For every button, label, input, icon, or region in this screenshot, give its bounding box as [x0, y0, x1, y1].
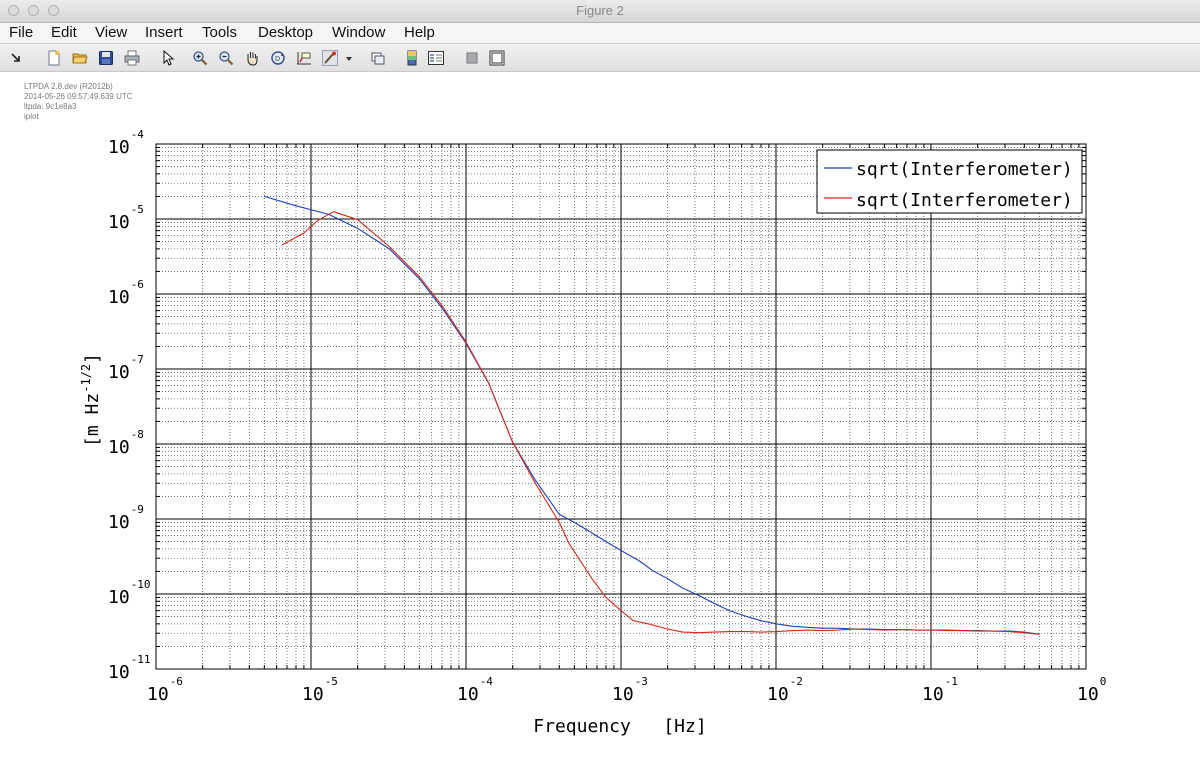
figure-toolbar: D	[0, 44, 1200, 72]
save-icon[interactable]	[98, 50, 114, 66]
series-line-2	[281, 211, 1040, 635]
show-plot-tools-icon[interactable]	[489, 50, 505, 66]
annotation-hash: ltpda: 9c1e8a3	[24, 102, 77, 111]
series-layer	[264, 195, 1040, 635]
data-cursor-icon[interactable]	[296, 50, 312, 66]
menu-help[interactable]: Help	[404, 24, 435, 41]
annotation-version: LTPDA 2.8.dev (R2012b)	[24, 82, 113, 91]
window-titlebar: Figure 2	[0, 0, 1200, 23]
menu-window[interactable]: Window	[332, 24, 386, 41]
y-tick-label: 10-10	[108, 578, 151, 608]
pan-hand-icon[interactable]	[244, 50, 260, 66]
y-tick-label: 10-4	[108, 128, 144, 158]
x-tick-label: 10-2	[767, 675, 803, 705]
y-axis-label: [m Hz-1/2]	[79, 353, 103, 447]
hide-plot-tools-icon[interactable]	[464, 50, 480, 66]
major-grid	[156, 144, 1086, 669]
plot-annotation: LTPDA 2.8.dev (R2012b) 2014-05-26 09:57:…	[24, 82, 133, 122]
menu-desktop[interactable]: Desktop	[258, 24, 314, 41]
legend-label-series-2: sqrt(Interferometer)	[856, 190, 1073, 211]
legend-icon[interactable]	[428, 50, 444, 66]
legend[interactable]: sqrt(Interferometer) sqrt(Interferometer…	[816, 149, 1083, 214]
y-tick-label: 10-8	[108, 428, 144, 458]
axes-box	[155, 143, 1087, 670]
menu-tools[interactable]: Tools	[202, 24, 238, 41]
close-window-button[interactable]	[8, 5, 19, 16]
x-axis-label: Frequency [Hz]	[533, 716, 706, 737]
y-axis-label-exponent: -1/2	[79, 364, 93, 393]
menu-file[interactable]: File	[9, 24, 34, 41]
link-plot-icon[interactable]	[370, 50, 386, 66]
y-axis-label-base: [m Hz	[82, 393, 103, 447]
legend-label-series-1: sqrt(Interferometer)	[856, 159, 1073, 180]
annotation-timestamp: 2014-05-26 09:57:49.639 UTC	[24, 92, 133, 101]
y-tick-label: 10-7	[108, 353, 144, 383]
y-tick-labels: 10-4 10-5 10-6 10-7 10-8 10-9 10-10 10-11	[108, 128, 151, 683]
x-tick-label: 10-4	[457, 675, 493, 705]
y-tick-label: 10-6	[108, 278, 144, 308]
brush-dropdown-icon[interactable]	[344, 50, 354, 66]
colorbar-icon[interactable]	[404, 50, 420, 66]
y-axis-label-close: ]	[82, 353, 103, 364]
zoom-window-button[interactable]	[48, 5, 59, 16]
window-title: Figure 2	[576, 3, 624, 18]
menu-insert[interactable]: Insert	[145, 24, 183, 41]
y-tick-label: 10-5	[108, 203, 144, 233]
print-icon[interactable]	[124, 50, 140, 66]
menu-view[interactable]: View	[95, 24, 128, 41]
y-tick-label: 10-9	[108, 503, 144, 533]
legend-box	[816, 149, 1083, 214]
y-tick-label: 10-11	[108, 653, 151, 683]
x-tick-label: 10-1	[922, 675, 958, 705]
new-figure-icon[interactable]	[46, 50, 62, 66]
axis-ticks	[156, 144, 1086, 669]
series-line-1	[264, 195, 1040, 635]
x-tick-label: 10-3	[612, 675, 648, 705]
brush-icon[interactable]	[322, 50, 338, 66]
pointer-icon[interactable]	[160, 50, 176, 66]
menu-bar: File Edit View Insert Tools Desktop Wind…	[0, 23, 1200, 44]
rotate-3d-icon[interactable]: D	[270, 50, 286, 66]
x-tick-label: 10-6	[147, 675, 183, 705]
open-file-icon[interactable]	[72, 50, 88, 66]
zoom-out-icon[interactable]	[218, 50, 234, 66]
minimize-window-button[interactable]	[28, 5, 39, 16]
dock-arrow-icon[interactable]	[8, 50, 24, 66]
svg-text:D: D	[275, 56, 280, 63]
annotation-function: iplot	[24, 112, 39, 121]
x-tick-labels: 10-6 10-5 10-4 10-3 10-2 10-1 100	[147, 675, 1106, 705]
menu-edit[interactable]: Edit	[51, 24, 77, 41]
x-tick-label: 10-5	[302, 675, 338, 705]
zoom-in-icon[interactable]	[192, 50, 208, 66]
x-tick-label: 100	[1077, 675, 1106, 705]
